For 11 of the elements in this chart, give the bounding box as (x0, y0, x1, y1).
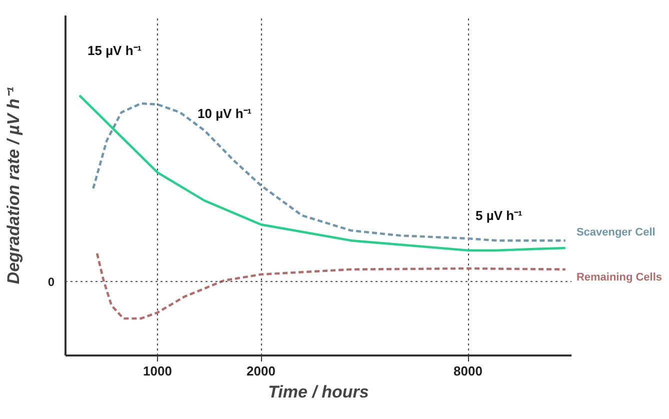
x-tick-label: 1000 (143, 364, 172, 378)
annotation: 5 µV h⁻¹ (476, 208, 522, 223)
text: 15 µV h⁻¹ (88, 43, 142, 58)
x-axis-title: Time / hours (268, 382, 369, 402)
x-tick-label: 8000 (454, 364, 482, 378)
annotation: 10 µV h⁻¹ (198, 106, 252, 121)
x-tick-label: 2000 (246, 364, 276, 378)
series-label: Remaining Cells (576, 271, 662, 284)
ref-line-label: 0 (48, 274, 55, 289)
series-label: Scavenger Cell (576, 226, 656, 239)
y-axis-title: Degradation rate / µV h⁻¹ (4, 86, 23, 284)
